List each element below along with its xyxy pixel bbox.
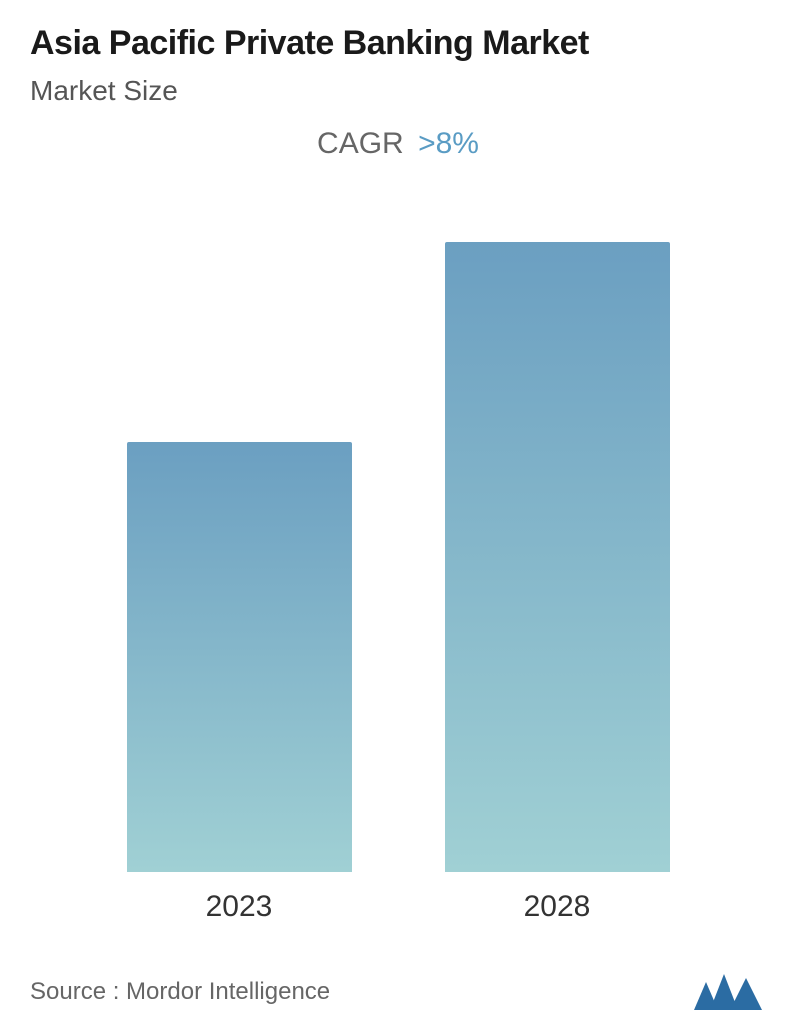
bar — [127, 442, 352, 872]
cagr-row: CAGR >8% — [30, 127, 766, 161]
bar-group: 2028 — [445, 242, 670, 924]
chart-area: 2023 2028 — [30, 211, 766, 924]
cagr-value: >8% — [418, 127, 479, 160]
bar-label: 2028 — [524, 890, 591, 924]
cagr-label: CAGR — [317, 127, 404, 160]
bar — [445, 242, 670, 872]
chart-footer: Source : Mordor Intelligence — [30, 964, 766, 1010]
bar-label: 2023 — [206, 890, 273, 924]
bar-group: 2023 — [127, 442, 352, 924]
source-text: Source : Mordor Intelligence — [30, 978, 330, 1006]
chart-title: Asia Pacific Private Banking Market — [30, 24, 766, 63]
chart-subtitle: Market Size — [30, 75, 766, 107]
chart-container: Asia Pacific Private Banking Market Mark… — [0, 0, 796, 1034]
brand-logo — [694, 974, 766, 1010]
